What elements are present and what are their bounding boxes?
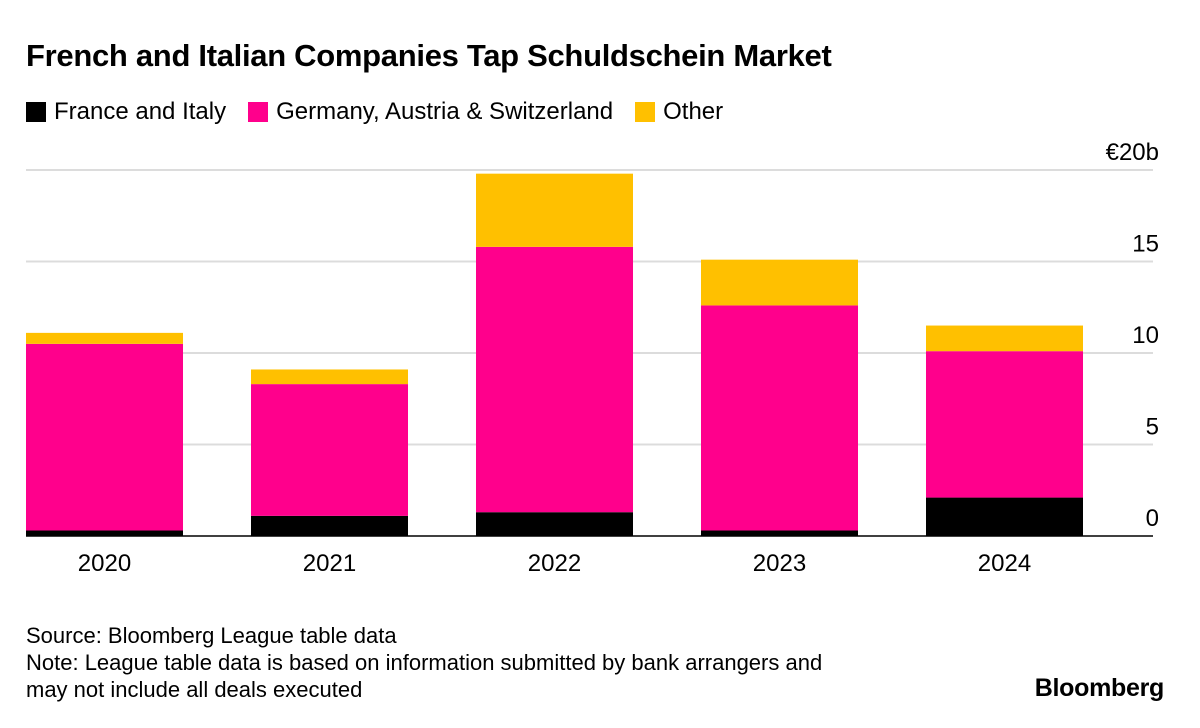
- bar-2023-series-2: [701, 259, 858, 306]
- bloomberg-logo: Bloomberg: [1034, 674, 1165, 702]
- y-tick-label: 15: [1132, 231, 1159, 258]
- legend-swatch-other: [635, 102, 656, 122]
- axis-layer: 0 5 10 15 €20b 2020 2021 2022 2023 2024: [26, 139, 1159, 577]
- legend-label-other: Other: [663, 98, 724, 125]
- bar-2022-series-0: [476, 512, 633, 536]
- legend: France and Italy Germany, Austria & Swit…: [26, 98, 745, 126]
- bar-2020-series-0: [26, 530, 183, 536]
- bar-2023-series-1: [701, 305, 858, 531]
- stacked-bar-chart: 0 5 10 15 €20b 2020 2021 2022 2023 2024: [26, 139, 1159, 577]
- x-tick-label-2020: 2020: [78, 550, 131, 577]
- legend-item-germany-austria-switzerland: Germany, Austria & Switzerland: [248, 98, 613, 126]
- data-note-line-2: may not include all deals executed: [26, 677, 363, 702]
- x-tick-label-2023: 2023: [753, 550, 806, 577]
- legend-label-germany-austria-switzerland: Germany, Austria & Switzerland: [276, 98, 614, 125]
- bar-2024-series-1: [926, 351, 1083, 498]
- y-tick-label: €20b: [1106, 139, 1159, 166]
- data-note-line-1: Note: League table data is based on info…: [26, 650, 823, 675]
- legend-swatch-germany-austria-switzerland: [248, 102, 269, 122]
- bar-2020-series-2: [26, 332, 183, 344]
- footer: Source: Bloomberg League table data Note…: [26, 622, 822, 703]
- legend-item-other: Other: [635, 98, 723, 126]
- source-note: Source: Bloomberg League table data: [26, 623, 397, 648]
- bar-2022-series-1: [476, 246, 633, 513]
- x-tick-label-2021: 2021: [303, 550, 356, 577]
- x-tick-label-2022: 2022: [528, 550, 581, 577]
- bar-2021-series-0: [251, 515, 408, 536]
- x-tick-label-2024: 2024: [978, 550, 1031, 577]
- y-tick-label: 0: [1146, 505, 1159, 532]
- legend-item-france-italy: France and Italy: [26, 98, 226, 126]
- legend-swatch-france-italy: [26, 102, 46, 122]
- legend-label-france-italy: France and Italy: [54, 98, 227, 125]
- y-tick-label: 10: [1132, 322, 1159, 349]
- chart-title: French and Italian Companies Tap Schulds…: [26, 38, 832, 73]
- bar-2021-series-1: [251, 384, 408, 516]
- bar-layer: [26, 173, 1083, 536]
- y-tick-label: 5: [1146, 414, 1159, 441]
- bar-2024-series-0: [926, 497, 1083, 536]
- bar-2023-series-0: [701, 530, 858, 536]
- bar-2022-series-2: [476, 173, 633, 247]
- bar-2020-series-1: [26, 343, 183, 531]
- bar-2024-series-2: [926, 325, 1083, 352]
- bar-2021-series-2: [251, 369, 408, 385]
